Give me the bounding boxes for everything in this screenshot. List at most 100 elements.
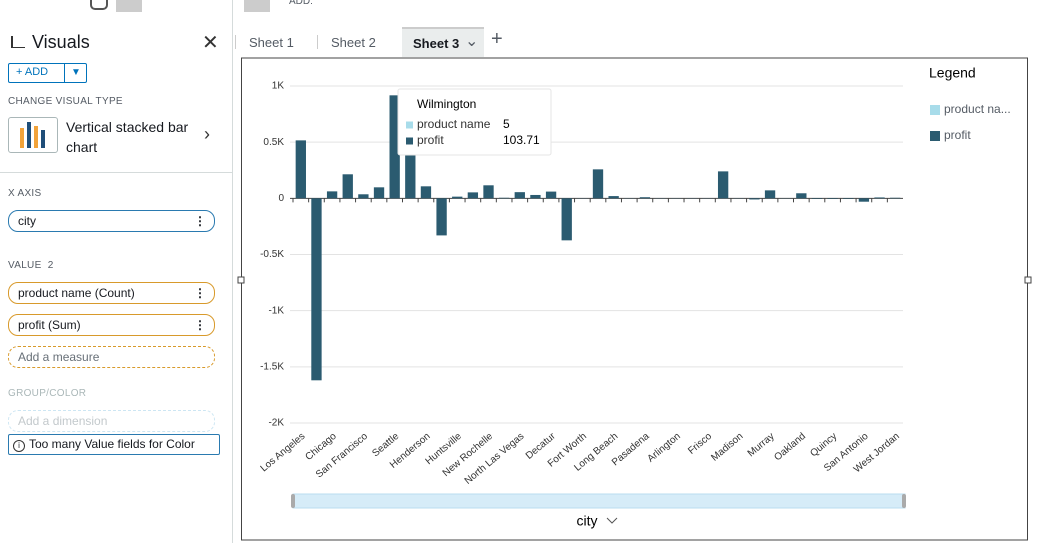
bar bbox=[342, 174, 353, 199]
bar bbox=[295, 140, 306, 199]
bar bbox=[608, 196, 619, 199]
tooltip-value: 103.71 bbox=[503, 133, 540, 147]
bar bbox=[311, 198, 322, 381]
divider bbox=[0, 172, 232, 173]
field-pill[interactable]: profit (Sum) ⋮ bbox=[8, 314, 215, 336]
add-tab[interactable]: + bbox=[491, 28, 503, 50]
legend-label: profit bbox=[944, 128, 971, 142]
sidebar-title: Visuals bbox=[32, 32, 90, 52]
add-dropdown[interactable]: ▼ bbox=[64, 64, 87, 82]
tooltip-title: Wilmington bbox=[417, 97, 476, 111]
handle[interactable] bbox=[237, 276, 245, 284]
icon[interactable] bbox=[244, 0, 270, 12]
chevron[interactable] bbox=[606, 517, 618, 524]
bar bbox=[452, 196, 463, 199]
tab-label: Sheet 2 bbox=[331, 35, 376, 50]
bar bbox=[890, 197, 901, 199]
tooltip-value: 5 bbox=[503, 117, 510, 131]
bar bbox=[874, 197, 885, 199]
bar bbox=[749, 198, 760, 200]
icon[interactable] bbox=[116, 0, 142, 12]
section-heading: GROUP/COLOR bbox=[8, 388, 87, 399]
tooltip-swatch bbox=[406, 137, 413, 145]
close[interactable]: ✕ bbox=[202, 32, 219, 54]
section-heading: VALUE 2 bbox=[8, 260, 54, 271]
x-tick-label: Frisco bbox=[686, 431, 714, 457]
bar bbox=[530, 194, 541, 199]
chevron[interactable]: › bbox=[204, 124, 210, 144]
bar bbox=[545, 191, 557, 199]
legend-swatch bbox=[930, 131, 940, 141]
legend-title: Legend bbox=[929, 65, 976, 81]
visual-frame bbox=[241, 57, 1028, 541]
field-pill[interactable]: product name (Count) ⋮ bbox=[8, 282, 215, 304]
add-button[interactable]: + ADD ▼ bbox=[8, 63, 87, 83]
tooltip: Wilmington product name 5 profit 103.71 bbox=[397, 88, 552, 156]
legend-label: product na... bbox=[944, 102, 1011, 116]
tab-bar: Sheet 1 Sheet 2 Sheet 3 ⌄ + bbox=[233, 27, 1053, 57]
bar bbox=[436, 198, 447, 236]
tab[interactable]: Sheet 1 bbox=[235, 35, 294, 50]
bar bbox=[858, 198, 870, 202]
visuals-icon bbox=[11, 36, 25, 48]
bar bbox=[561, 198, 572, 241]
tooltip-swatch bbox=[406, 121, 413, 129]
bar bbox=[405, 153, 416, 199]
bar bbox=[498, 197, 510, 199]
scrollbar[interactable] bbox=[292, 493, 906, 509]
bar bbox=[389, 95, 400, 199]
bar bbox=[843, 198, 854, 199]
y-tick-label: -1K bbox=[268, 305, 284, 316]
value-count: 2 bbox=[47, 260, 54, 271]
bar bbox=[811, 198, 823, 199]
handle[interactable] bbox=[1024, 276, 1032, 284]
x-axis-title[interactable]: city bbox=[577, 513, 598, 529]
tooltip-name: profit bbox=[417, 133, 444, 147]
legend-swatch bbox=[930, 105, 940, 115]
bar bbox=[796, 193, 807, 199]
tooltip-box bbox=[397, 88, 552, 156]
add-measure[interactable]: Add a measure bbox=[8, 346, 215, 368]
bar bbox=[420, 186, 432, 199]
bar bbox=[639, 197, 651, 199]
section-heading: X AXIS bbox=[8, 188, 42, 199]
field: profit (Sum) bbox=[18, 318, 81, 332]
bar bbox=[358, 194, 369, 199]
x-tick-label: Los Angeles bbox=[259, 431, 308, 474]
visual-type-icon bbox=[8, 117, 58, 153]
field-pill[interactable]: city ⋮ bbox=[8, 210, 215, 232]
add-label: + ADD bbox=[16, 66, 49, 78]
x-tick-label: Madison bbox=[709, 431, 745, 464]
bar bbox=[592, 169, 604, 199]
toolbar-add: ADD: bbox=[289, 0, 313, 7]
chart: city Legend -2K -1.5K -1K -0.5K 0 0.5K 1K Los A… bbox=[237, 57, 1032, 541]
add-dimension: Add a dimension bbox=[8, 410, 215, 432]
y-tick-label: 0.5K bbox=[263, 137, 284, 148]
x-tick-label: Oakland bbox=[772, 431, 808, 463]
field: product name (Count) bbox=[18, 286, 135, 300]
tab[interactable]: Sheet 2 bbox=[317, 35, 376, 50]
y-tick-label: -0.5K bbox=[260, 249, 284, 260]
sidebar: Visuals ✕ + ADD ▼ CHANGE VISUAL TYPE Ver… bbox=[0, 0, 233, 543]
bar bbox=[827, 198, 838, 199]
warning-text: Too many Value fields for Color bbox=[29, 437, 195, 451]
warning: i Too many Value fields for Color bbox=[8, 434, 220, 455]
section-heading: CHANGE VISUAL TYPE bbox=[8, 96, 123, 107]
scroll-handle[interactable] bbox=[291, 494, 295, 508]
bar bbox=[467, 192, 479, 199]
y-tick-label: -1.5K bbox=[260, 361, 284, 372]
bar bbox=[514, 192, 525, 199]
x-tick-label: Arlington bbox=[646, 431, 683, 465]
tab-selected[interactable]: Sheet 3 ⌄ bbox=[402, 27, 484, 57]
bar bbox=[717, 171, 729, 199]
field: city bbox=[18, 214, 36, 228]
tab-label: Sheet 1 bbox=[249, 35, 294, 50]
tab-label: Sheet 3 bbox=[413, 36, 460, 51]
tooltip-name: product name bbox=[417, 117, 491, 131]
bar bbox=[326, 191, 338, 199]
value-heading: VALUE bbox=[8, 260, 42, 271]
icon[interactable] bbox=[90, 0, 108, 10]
visual-type[interactable]: Vertical stacked bar chart bbox=[66, 119, 189, 155]
scroll-handle[interactable] bbox=[902, 494, 906, 508]
